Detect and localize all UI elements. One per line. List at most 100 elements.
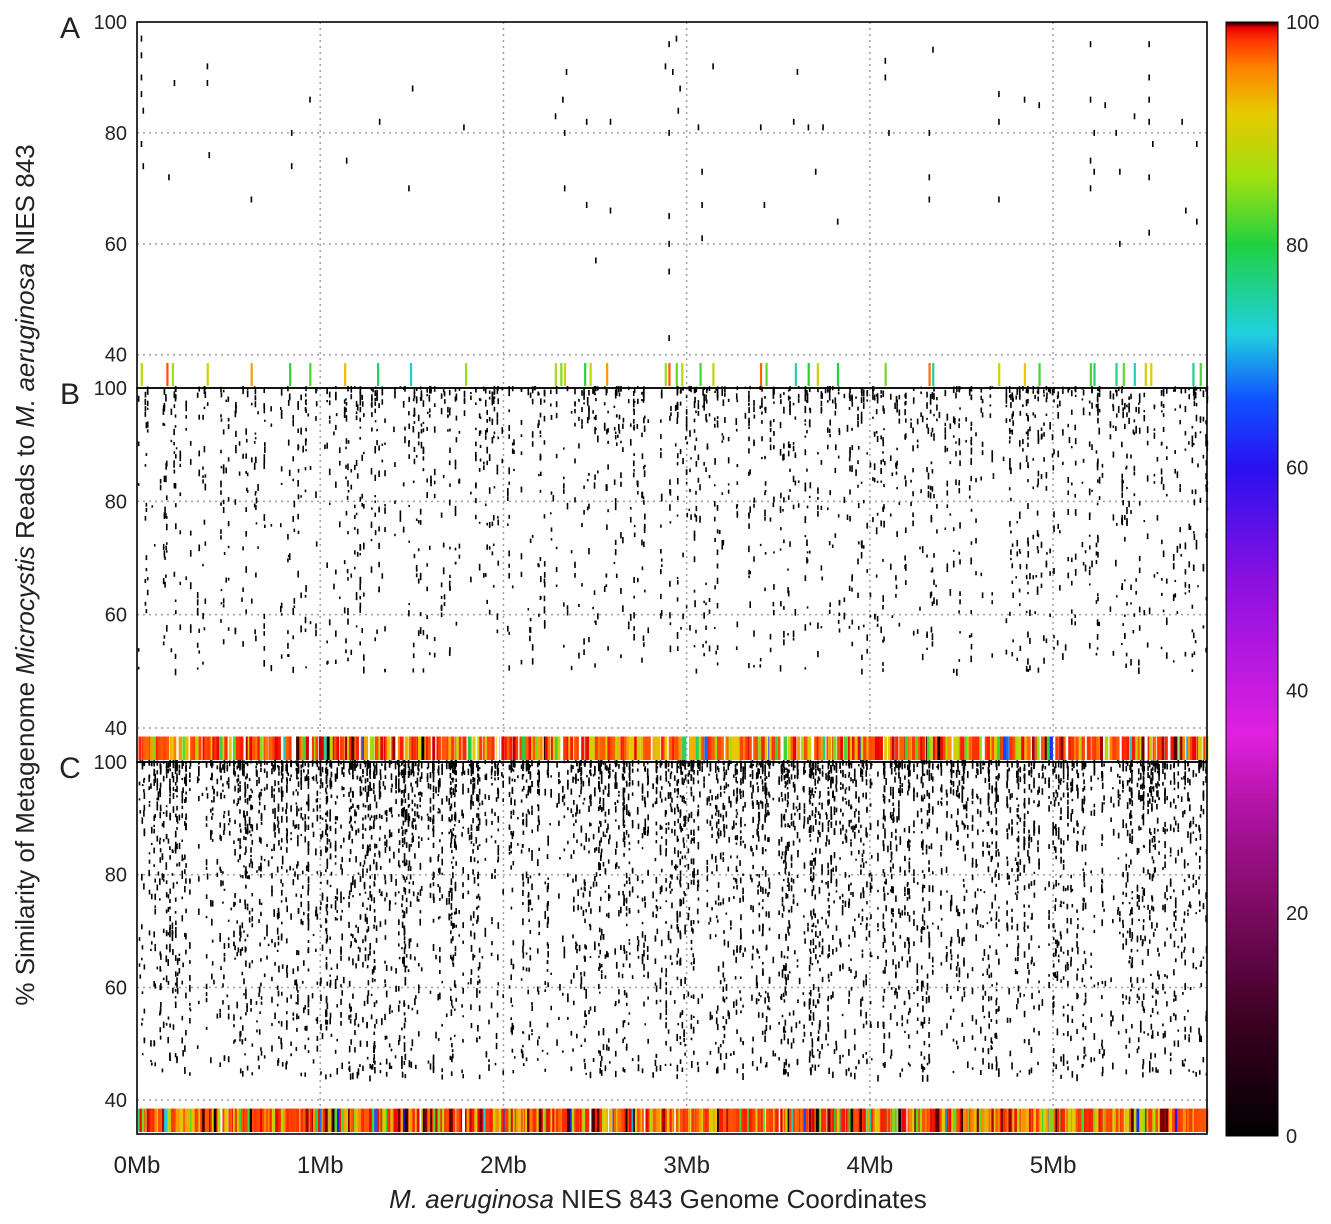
read-mark [583,485,585,489]
read-mark [578,443,580,449]
read-mark [762,923,764,930]
read-mark [455,415,458,421]
read-mark [520,486,523,493]
read-mark [1115,426,1117,431]
read-mark [437,868,440,873]
coverage-band [300,1108,305,1132]
read-mark [165,545,167,551]
read-mark [829,419,831,426]
read-mark [574,497,576,503]
read-mark [141,1053,144,1056]
read-mark [520,978,523,981]
read-mark [555,401,558,408]
read-mark [402,529,405,533]
coverage-band [1187,736,1191,760]
read-mark [673,865,676,869]
read-mark [159,878,161,885]
read-mark [1082,458,1085,463]
read-mark [1053,449,1055,455]
read-mark [1049,548,1051,554]
read-mark [633,633,635,641]
read-mark [1109,395,1112,399]
read-mark [222,639,225,645]
read-mark [725,769,728,776]
read-mark [857,626,860,630]
read-mark [866,392,869,397]
read-mark [876,393,879,400]
read-mark [412,668,415,673]
coverage-band [964,736,968,760]
read-mark [712,63,714,70]
read-mark [679,401,682,406]
read-mark [491,551,494,556]
read-mark [1152,906,1155,912]
read-mark [861,654,863,661]
read-mark [159,793,162,798]
read-mark [694,600,696,608]
read-mark [270,665,273,672]
coverage-band [1014,1108,1019,1132]
read-mark [491,418,494,426]
read-mark [297,428,299,433]
coverage-band [336,736,340,760]
read-mark [898,622,901,627]
read-mark [1191,425,1194,429]
read-mark [705,582,707,586]
read-mark [883,461,886,466]
read-mark [1006,776,1009,781]
coverage-band [1100,1108,1105,1132]
coverage-band [369,1108,373,1132]
read-mark [1043,457,1045,462]
read-mark [492,435,495,439]
read-mark [991,877,993,883]
read-mark [354,550,356,555]
read-mark [817,387,819,393]
read-mark [408,441,410,447]
read-mark [675,35,678,42]
read-mark [980,395,983,400]
read-mark [151,505,154,508]
coverage-band [931,1108,936,1132]
read-mark [1043,422,1045,426]
read-mark [378,403,380,409]
read-mark [912,512,914,518]
read-mark [904,564,906,570]
read-mark [315,401,318,407]
read-mark [958,440,961,446]
read-mark [140,74,143,81]
coverage-band [634,736,638,760]
read-mark [727,489,730,494]
read-mark [945,946,948,950]
read-mark [676,865,679,868]
read-mark [1053,386,1055,394]
read-mark [987,800,990,804]
read-mark [722,961,725,968]
read-mark [889,455,892,461]
read-mark [693,530,696,537]
read-mark [538,613,540,617]
read-mark [326,910,329,916]
read-mark [1179,543,1181,549]
read-mark [1010,430,1012,433]
read-mark [404,436,406,444]
read-mark [1141,895,1144,902]
read-mark [1202,454,1205,459]
coverage-band [1123,736,1128,760]
coverage-band [757,1108,761,1132]
read-mark [804,667,807,670]
read-mark [861,949,864,953]
read-mark [1122,623,1124,626]
read-mark [202,414,204,420]
read-mark [1052,465,1055,471]
read-mark [693,589,696,593]
read-mark [722,898,725,905]
read-mark [838,612,841,616]
read-mark [763,202,766,208]
read-mark [981,592,984,599]
read-mark [263,514,266,521]
read-mark [665,887,668,892]
coverage-band [884,363,887,386]
read-mark [1036,530,1039,537]
read-mark [702,393,704,396]
read-mark [345,398,347,401]
